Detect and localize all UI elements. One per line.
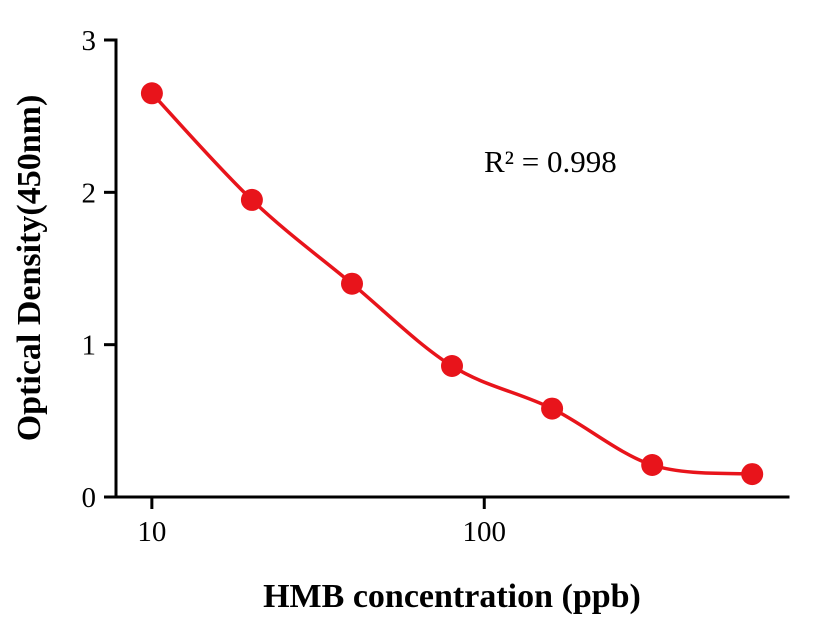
data-point	[441, 355, 463, 377]
data-point	[741, 463, 764, 486]
data-point	[240, 188, 263, 211]
y-tick-label: 2	[82, 177, 97, 209]
fit-curve	[150, 92, 753, 476]
data-point	[541, 397, 564, 420]
axes	[114, 38, 790, 499]
x-tick-label: 10	[137, 516, 166, 548]
data-point	[341, 272, 363, 295]
y-tick-label: 3	[82, 25, 97, 57]
data-point	[140, 82, 163, 105]
y-axis-label: Optical Density(450nm)	[11, 94, 48, 442]
x-tick-label: 100	[463, 516, 507, 548]
x-axis-label: HMB concentration (ppb)	[263, 578, 641, 615]
r-squared-annotation: R² = 0.998	[484, 144, 617, 179]
y-tick-label: 1	[82, 330, 97, 362]
y-tick-label: 0	[82, 482, 97, 514]
data-point	[641, 454, 664, 476]
